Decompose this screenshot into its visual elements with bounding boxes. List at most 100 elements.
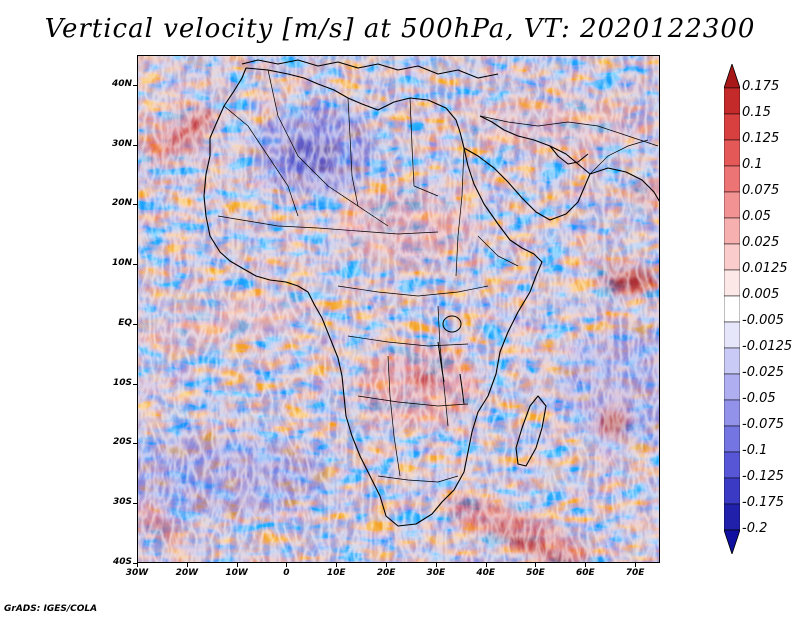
- colorbar-label: -0.2: [742, 521, 768, 536]
- border-south-africa: [377, 475, 459, 483]
- colorbar-label: 0.0125: [742, 261, 788, 276]
- field-streaks: [138, 56, 659, 562]
- border-north-africa: [267, 69, 359, 207]
- colorbar-label: -0.175: [742, 495, 784, 510]
- lat-tick: [133, 443, 137, 444]
- lat-label-10s: 10S: [112, 377, 132, 388]
- lat-label-20s: 20S: [112, 437, 132, 448]
- border-middle-east: [479, 115, 659, 147]
- colorbar-label: 0.175: [742, 79, 780, 94]
- colorbar-label: 0.1: [742, 157, 763, 172]
- lat-label-40s: 40S: [112, 557, 132, 567]
- lon-tick: [486, 563, 487, 567]
- lat-tick: [133, 145, 137, 146]
- colorbar-bin: [724, 113, 740, 141]
- map-panel: [137, 55, 660, 563]
- border-angola-zambia: [387, 355, 401, 477]
- border-drc-tanzania: [437, 305, 449, 427]
- lat-label-30s: 30S: [112, 497, 132, 508]
- lon-tick: [635, 563, 636, 567]
- arabia-coastline: [463, 115, 591, 221]
- colorbar-bin: [724, 295, 740, 323]
- lat-label-20n: 20N: [111, 198, 132, 209]
- lat-tick: [133, 324, 137, 325]
- lat-label-40n: 40N: [111, 78, 132, 89]
- colorbar-label: -0.025: [742, 365, 784, 380]
- border-sahel: [217, 215, 439, 235]
- lat-label-30n: 30N: [111, 138, 132, 149]
- border-central-africa: [337, 285, 489, 297]
- lon-label-20w: 20W: [175, 568, 199, 578]
- map-title: Vertical velocity [m/s] at 500hPa, VT: 2…: [44, 14, 756, 44]
- lat-tick: [133, 85, 137, 86]
- colorbar-bin: [724, 477, 740, 505]
- colorbar-label: 0.025: [742, 235, 780, 250]
- lat-tick: [133, 264, 137, 265]
- lon-tick: [286, 563, 287, 567]
- colorbar-label: -0.075: [742, 417, 784, 432]
- lon-tick: [336, 563, 337, 567]
- lon-tick: [436, 563, 437, 567]
- colorbar-bin: [724, 191, 740, 219]
- colorbar-label: -0.005: [742, 313, 784, 328]
- lon-label-10w: 10W: [225, 568, 248, 578]
- lat-tick: [133, 204, 137, 205]
- coastlines: [203, 59, 659, 527]
- colorbar-bin: [724, 87, 740, 115]
- vertical-velocity-field: [138, 56, 659, 562]
- colorbar-bottom-arrow: [724, 529, 740, 554]
- lake-malawi: [459, 373, 465, 405]
- colorbar-bin: [724, 243, 740, 271]
- border-libya-egypt: [409, 97, 439, 197]
- country-borders: [217, 69, 659, 483]
- border-sahara-east: [347, 97, 389, 227]
- lon-label-40e: 40E: [476, 568, 495, 578]
- europe-coastline: [241, 59, 499, 79]
- lon-label-60e: 60E: [575, 568, 595, 578]
- colorbar-label: -0.125: [742, 469, 784, 484]
- lon-label-30w: 30W: [125, 568, 149, 578]
- colorbar-label: -0.1: [742, 443, 768, 458]
- colorbar-label: 0.05: [742, 209, 771, 224]
- border-iran: [589, 139, 649, 175]
- lat-tick: [133, 503, 137, 504]
- colorbar-bin: [724, 347, 740, 375]
- lat-label-eq: EQ: [118, 317, 132, 328]
- colorbar-label: 0.005: [742, 287, 780, 302]
- colorbar-label: 0.125: [742, 131, 780, 146]
- lakes: [437, 315, 465, 405]
- colorbar: [724, 64, 740, 554]
- grads-credit: GrADS: IGES/COLA: [4, 604, 98, 614]
- colorbar-bin: [724, 321, 740, 349]
- colorbar-bin: [724, 165, 740, 193]
- lon-tick: [535, 563, 536, 567]
- lon-label-20e: 20E: [376, 568, 396, 578]
- lat-tick: [133, 563, 137, 564]
- border-nile: [455, 147, 465, 277]
- colorbar-label: -0.0125: [742, 339, 793, 354]
- border-southern-africa: [357, 395, 469, 407]
- lon-tick: [137, 563, 138, 567]
- colorbar-top-arrow: [724, 64, 740, 89]
- border-horn: [477, 235, 519, 267]
- lon-label-30e: 30E: [426, 568, 446, 578]
- lake-victoria: [442, 315, 462, 333]
- border-mali-niger: [223, 105, 299, 217]
- persian-gulf-coastline: [549, 145, 589, 165]
- colorbar-bin: [724, 217, 740, 245]
- lon-tick: [187, 563, 188, 567]
- colorbar-bin: [724, 451, 740, 479]
- lon-label-10e: 10E: [326, 568, 346, 578]
- border-congo-basin: [347, 335, 469, 347]
- lon-tick: [237, 563, 238, 567]
- asia-coastline: [589, 167, 659, 202]
- lake-tanganyika: [437, 341, 445, 383]
- colorbar-label: -0.05: [742, 391, 776, 406]
- colorbar-bin: [724, 139, 740, 167]
- lat-tick: [133, 384, 137, 385]
- colorbar-label: 0.15: [742, 105, 771, 120]
- africa-coastline: [203, 67, 543, 527]
- lon-label-70e: 70E: [625, 568, 645, 578]
- madagascar-coastline: [515, 395, 547, 467]
- lat-label-10n: 10N: [111, 258, 132, 269]
